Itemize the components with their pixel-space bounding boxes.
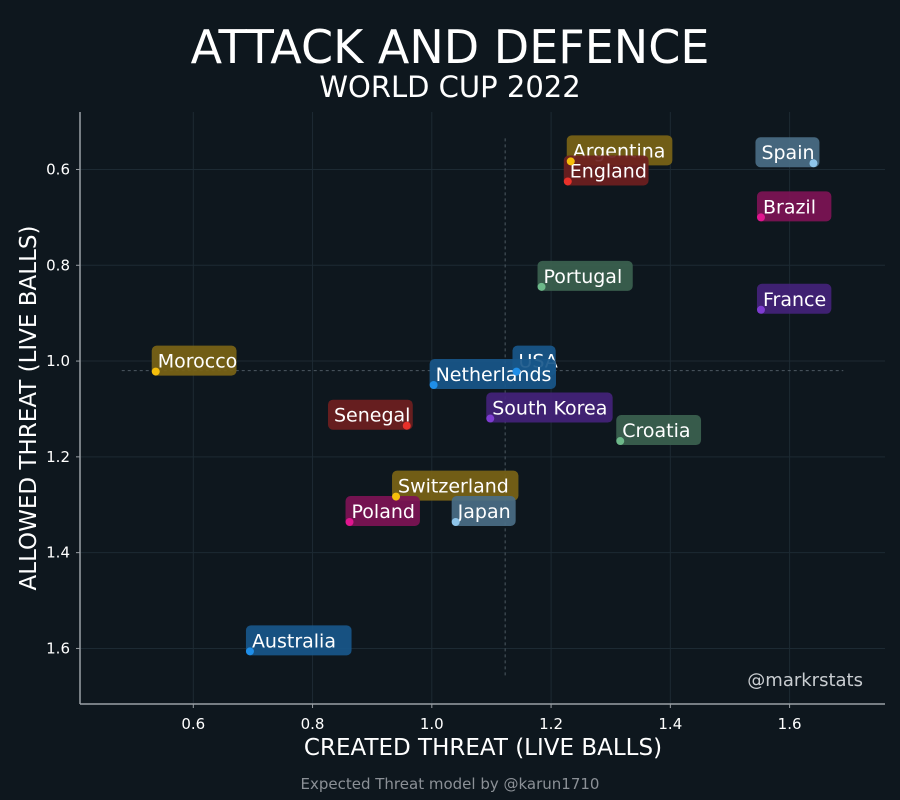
point-label: Switzerland: [398, 476, 509, 498]
label-box: [345, 495, 420, 526]
x-tick-label: 0.6: [181, 715, 205, 733]
label-box: [563, 155, 649, 186]
chart-subtitle: WORLD CUP 2022: [319, 70, 580, 104]
data-point: [756, 305, 765, 314]
point-label: Netherlands: [436, 364, 552, 386]
point-label: France: [763, 289, 826, 311]
x-tick-label: 1.6: [778, 715, 802, 733]
x-tick-label: 1.4: [658, 715, 682, 733]
data-point: [151, 367, 160, 376]
point-label: England: [570, 160, 647, 182]
data-point: [563, 177, 572, 186]
data-point: [537, 282, 546, 291]
data-point: [451, 517, 460, 526]
y-tick-label: 0.6: [46, 160, 70, 178]
x-axis-label: CREATED THREAT (LIVE BALLS): [304, 735, 662, 761]
axes: [76, 112, 885, 708]
label-box: [537, 260, 633, 291]
label-box: [245, 625, 352, 656]
y-tick-label: 1.0: [46, 352, 70, 370]
x-tick-labels: 0.6 0.8 1.0 1.2 1.4 1.6: [181, 715, 801, 733]
caption: Expected Threat model by @karun1710: [301, 775, 600, 793]
watermark: @markrstats: [747, 670, 863, 691]
label-box: [756, 283, 832, 314]
data-point: [402, 421, 411, 430]
data-point: [566, 157, 575, 166]
label-box: [392, 470, 519, 501]
point-label: Portugal: [544, 266, 623, 288]
y-tick-label: 1.6: [46, 639, 70, 657]
y-tick-label: 1.2: [46, 448, 70, 466]
data-point: [245, 647, 254, 656]
point-label: Senegal: [334, 405, 410, 427]
x-tick-label: 1.2: [539, 715, 563, 733]
label-box: [486, 392, 613, 423]
point-label: Australia: [252, 630, 336, 652]
label-box: [616, 415, 702, 446]
data-points: [151, 157, 818, 656]
data-point: [756, 213, 765, 222]
data-point: [486, 414, 495, 423]
data-point: [616, 437, 625, 446]
y-axis-label: ALLOWED THREAT (LIVE BALLS): [16, 226, 42, 591]
x-tick-label: 1.0: [420, 715, 444, 733]
label-box: [151, 345, 237, 376]
point-labels: Argentina SpainEnglandBrazilPortugalFranc…: [151, 135, 832, 656]
point-label: Poland: [352, 501, 415, 523]
label-box: [429, 359, 557, 390]
x-tick-label: 0.8: [301, 715, 325, 733]
label-box: [451, 495, 516, 526]
point-label: Spain: [761, 142, 814, 164]
data-point: [429, 381, 438, 390]
point-label: Brazil: [763, 196, 816, 218]
data-point: [345, 517, 354, 526]
point-label: South Korea: [492, 398, 607, 420]
y-tick-labels: 0.6 0.8 1.0 1.2 1.4 1.6: [46, 160, 70, 657]
chart-title: ATTACK AND DEFENCE: [191, 20, 710, 74]
label-box: [755, 137, 820, 168]
label-box: [327, 399, 413, 430]
point-label: Morocco: [158, 351, 238, 373]
label-box: [756, 191, 832, 222]
point-label: Croatia: [622, 420, 690, 442]
data-point: [392, 492, 401, 501]
data-point: [512, 367, 521, 376]
point-label: Japan: [457, 501, 511, 523]
y-tick-label: 1.4: [46, 544, 70, 562]
data-point: [809, 159, 818, 168]
y-tick-label: 0.8: [46, 256, 70, 274]
